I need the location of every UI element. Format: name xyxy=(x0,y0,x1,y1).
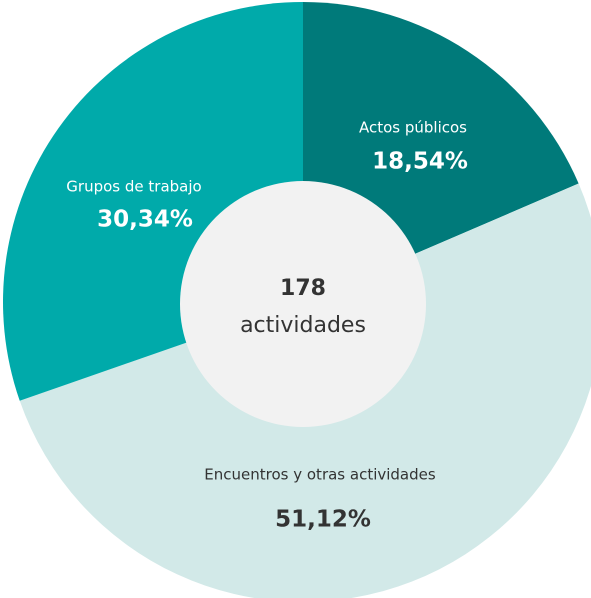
center-label: actividades xyxy=(240,313,366,338)
slice-label: Actos públicos xyxy=(359,119,467,137)
slice-value-label: 18,54% xyxy=(372,149,468,175)
slice-value-label: 30,34% xyxy=(97,207,193,233)
center-total: 178 xyxy=(280,276,326,301)
slice-label: Grupos de trabajo xyxy=(66,178,201,196)
center-hole xyxy=(180,181,426,427)
slice-value-label: 51,12% xyxy=(275,507,371,533)
slice-label: Encuentros y otras actividades xyxy=(204,466,436,484)
